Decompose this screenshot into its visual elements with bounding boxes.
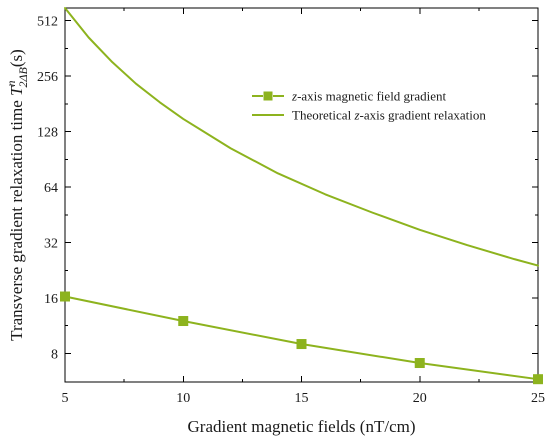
legend-label-part: z <box>353 108 359 123</box>
y-axis-title-subscript: 2ΔB <box>16 66 30 87</box>
x-tick-label: 10 <box>176 391 190 406</box>
y-tick-label: 32 <box>44 237 58 252</box>
data-point <box>178 316 189 327</box>
legend-swatch-marker <box>263 91 273 101</box>
data-point <box>296 339 307 350</box>
legend-label-part: -axis gradient relaxation <box>360 108 487 123</box>
legend: z-axis magnetic field gradientTheoretica… <box>252 89 486 123</box>
legend-label-part: -axis magnetic field gradient <box>297 89 446 104</box>
x-tick-label: 15 <box>295 391 309 406</box>
y-axis-title-superscript: n <box>4 81 18 87</box>
series-layer <box>60 7 543 385</box>
axes-layer: 5 10 15 20 25 8 16 32 64 128 256 512 Gradient magnet… <box>4 7 545 436</box>
x-tick-label: 25 <box>531 391 545 406</box>
y-tick-label: 64 <box>44 181 58 196</box>
legend-label: z-axis magnetic field gradient <box>291 89 447 104</box>
legend-item-1: Theoretical z-axis gradient relaxation <box>252 108 486 123</box>
y-tick-label: 512 <box>37 15 58 30</box>
y-tick-label: 256 <box>37 70 58 85</box>
series-line <box>64 7 539 267</box>
legend-label-part: Theoretical <box>292 108 354 123</box>
legend-item-0: z-axis magnetic field gradient <box>252 89 447 104</box>
x-tick-label: 20 <box>413 391 427 406</box>
y-tick-label: 8 <box>51 347 58 362</box>
data-point <box>60 291 70 302</box>
y-axis-title-unit: (s) <box>7 49 26 67</box>
series-line <box>64 295 539 381</box>
legend-label: Theoretical z-axis gradient relaxation <box>292 108 486 123</box>
plot-frame <box>64 7 539 383</box>
y-axis-title-symbol: T <box>7 85 26 96</box>
x-tick-label: 5 <box>62 391 69 406</box>
y-tick-label: 16 <box>44 292 58 307</box>
series-1 <box>64 7 539 267</box>
x-axis-title: Gradient magnetic fields (nT/cm) <box>188 417 416 436</box>
y-tick-label: 128 <box>37 126 58 141</box>
data-point <box>414 358 425 369</box>
y-axis-title: Transverse gradient relaxation time Tn2Δ… <box>4 49 30 341</box>
legend-label-part: z <box>291 89 297 104</box>
y-axis-title-prefix: Transverse gradient relaxation time <box>7 96 26 341</box>
data-point <box>533 374 543 385</box>
series-0 <box>60 291 543 385</box>
